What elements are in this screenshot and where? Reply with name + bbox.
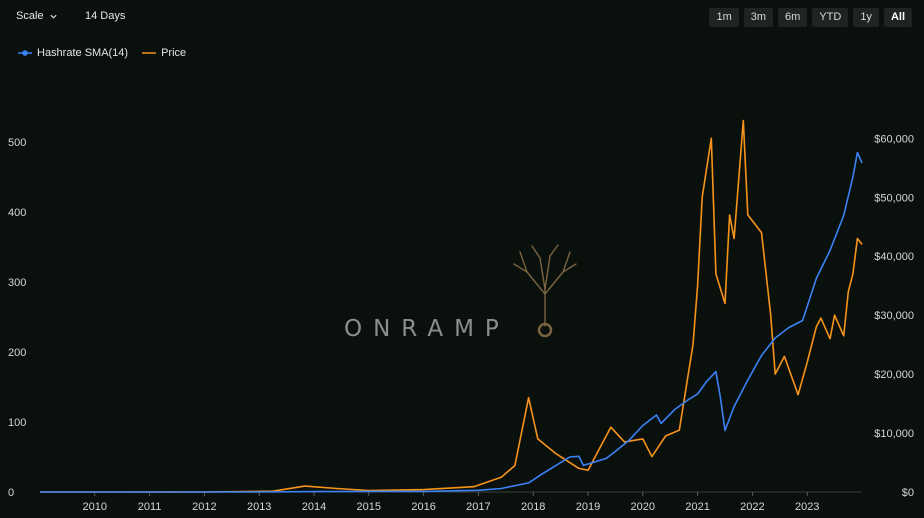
onramp-watermark: ONRAMP (344, 234, 594, 349)
tree-logo-icon (513, 244, 577, 338)
range-ytd-button[interactable]: YTD (812, 8, 849, 27)
legend-item-price[interactable]: Price (142, 47, 186, 59)
y-right-tick-label: $30,000 (874, 310, 914, 322)
x-tick-label: 2011 (138, 501, 162, 513)
legend-label-price: Price (161, 47, 187, 59)
legend-item-hashrate[interactable]: Hashrate SMA(14) (18, 47, 128, 59)
price-series-line (40, 119, 863, 493)
range-6m-button[interactable]: 6m (778, 8, 808, 27)
x-tick-label: 2013 (247, 501, 271, 513)
y-left-tick-label: 0 (8, 487, 14, 499)
scale-dropdown[interactable]: Scale (16, 10, 58, 22)
chart-toolbar: Scale 14 Days 1m 3m 6m YTD 1y All (0, 0, 924, 36)
x-tick-label: 2023 (795, 501, 819, 513)
range-1y-button[interactable]: 1y (853, 8, 879, 27)
y-left-tick-label: 200 (8, 347, 26, 359)
y-right-tick-label: $20,000 (874, 369, 914, 381)
range-all-button[interactable]: All (883, 8, 912, 27)
y-right-tick-label: $60,000 (874, 133, 914, 145)
legend-label-hashrate: Hashrate SMA(14) (37, 47, 129, 59)
x-tick-label: 2017 (466, 501, 490, 513)
interval-selector[interactable]: 14 Days (85, 10, 126, 22)
chart-legend: Hashrate SMA(14) Price (18, 47, 186, 59)
x-tick-label: 2022 (740, 501, 764, 513)
legend-swatch-price (142, 52, 157, 54)
range-1m-button[interactable]: 1m (709, 8, 739, 27)
hashrate-series-line (40, 151, 863, 493)
y-right-tick-label: $50,000 (874, 192, 914, 204)
range-3m-button[interactable]: 3m (743, 8, 774, 27)
x-tick-label: 2021 (685, 501, 709, 513)
watermark-text: ONRAMP (344, 316, 510, 342)
y-left-tick-label: 400 (8, 207, 26, 219)
x-tick-label: 2014 (302, 501, 326, 513)
x-tick-label: 2018 (521, 501, 545, 513)
range-selector: 1m 3m 6m YTD 1y All (709, 8, 912, 27)
y-right-tick-label: $0 (902, 487, 914, 499)
scale-label: Scale (16, 10, 44, 22)
x-tick-label: 2010 (83, 501, 107, 513)
chevron-down-icon (49, 14, 57, 19)
x-tick-label: 2016 (411, 501, 435, 513)
x-tick-label: 2015 (357, 501, 381, 513)
x-tick-label: 2020 (631, 501, 655, 513)
y-right-tick-label: $40,000 (874, 251, 914, 263)
x-tick-label: 2012 (192, 501, 216, 513)
y-right-tick-label: $10,000 (874, 428, 914, 440)
x-tick-label: 2019 (576, 501, 600, 513)
y-left-tick-label: 300 (8, 277, 26, 289)
y-left-tick-label: 500 (8, 137, 26, 149)
y-left-tick-label: 100 (8, 417, 26, 429)
legend-swatch-hashrate (18, 50, 32, 56)
